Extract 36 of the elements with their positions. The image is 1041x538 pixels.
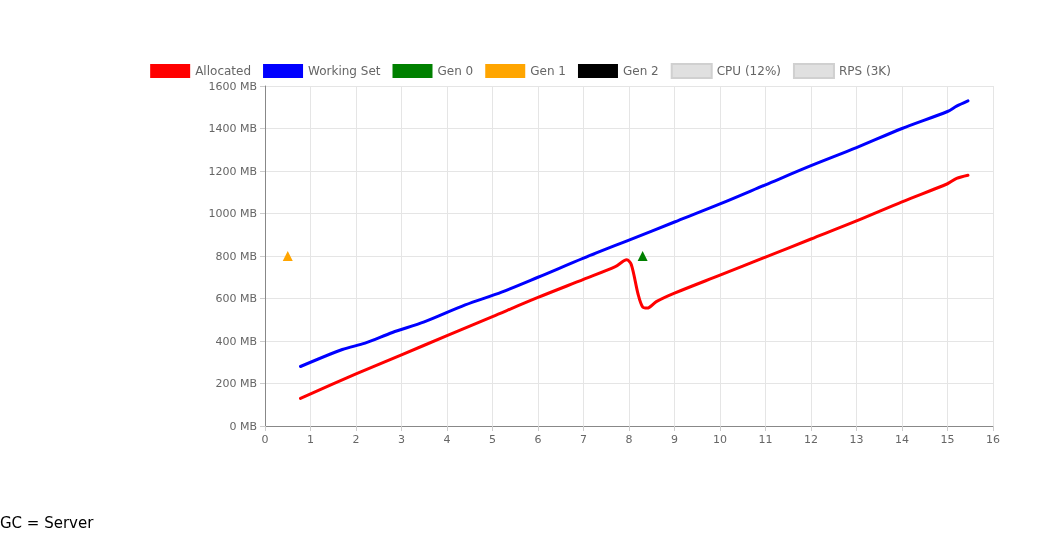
y-tick-label: 0 MB bbox=[229, 419, 257, 433]
x-tick-label: 7 bbox=[580, 433, 587, 446]
text: GC = Server bbox=[0, 513, 95, 532]
legend-label: Allocated bbox=[195, 64, 252, 78]
y-tick-label: 600 MB bbox=[215, 292, 257, 305]
x-tick-label: 6 bbox=[534, 433, 542, 446]
x-tick-label: 2 bbox=[352, 433, 360, 446]
x-tick-label: 5 bbox=[489, 433, 496, 446]
y-tick-label: 1200 MB bbox=[208, 164, 257, 178]
legend-label: RPS (3K) bbox=[838, 64, 891, 78]
x-tick-label: 15 bbox=[940, 433, 955, 446]
x-tick-label: 14 bbox=[895, 433, 909, 446]
y-tick-label: 800 MB bbox=[215, 249, 257, 263]
line-series bbox=[298, 99, 970, 368]
x-tick-label: 11 bbox=[758, 433, 773, 446]
x-tick-label: 12 bbox=[804, 433, 818, 446]
y-tick-label: 1000 MB bbox=[208, 207, 257, 220]
x-tick-label: 1 bbox=[307, 433, 314, 446]
x-tick-label: 4 bbox=[443, 433, 451, 446]
x-tick-label: 13 bbox=[849, 433, 864, 446]
legend-label: Gen 1 bbox=[530, 64, 566, 78]
line-series bbox=[298, 173, 970, 400]
x-tick-label: 0 bbox=[261, 433, 269, 446]
x-tick-label: 8 bbox=[625, 433, 633, 446]
x-tick-label: 10 bbox=[713, 433, 727, 446]
x-tick-label: 3 bbox=[398, 433, 405, 446]
legend-label: Gen 0 bbox=[437, 64, 474, 78]
legend-label: Working Set bbox=[308, 64, 381, 78]
y-tick-label: 1600 MB bbox=[208, 79, 257, 93]
y-tick-label: 400 MB bbox=[215, 334, 257, 348]
x-tick-label: 16 bbox=[986, 433, 1000, 446]
legend-label: CPU (12%) bbox=[716, 64, 781, 78]
y-tick-label: 1400 MB bbox=[208, 122, 257, 135]
legend-label: Gen 2 bbox=[622, 64, 659, 78]
y-tick-label: 200 MB bbox=[215, 377, 257, 390]
x-tick-label: 9 bbox=[671, 433, 678, 446]
